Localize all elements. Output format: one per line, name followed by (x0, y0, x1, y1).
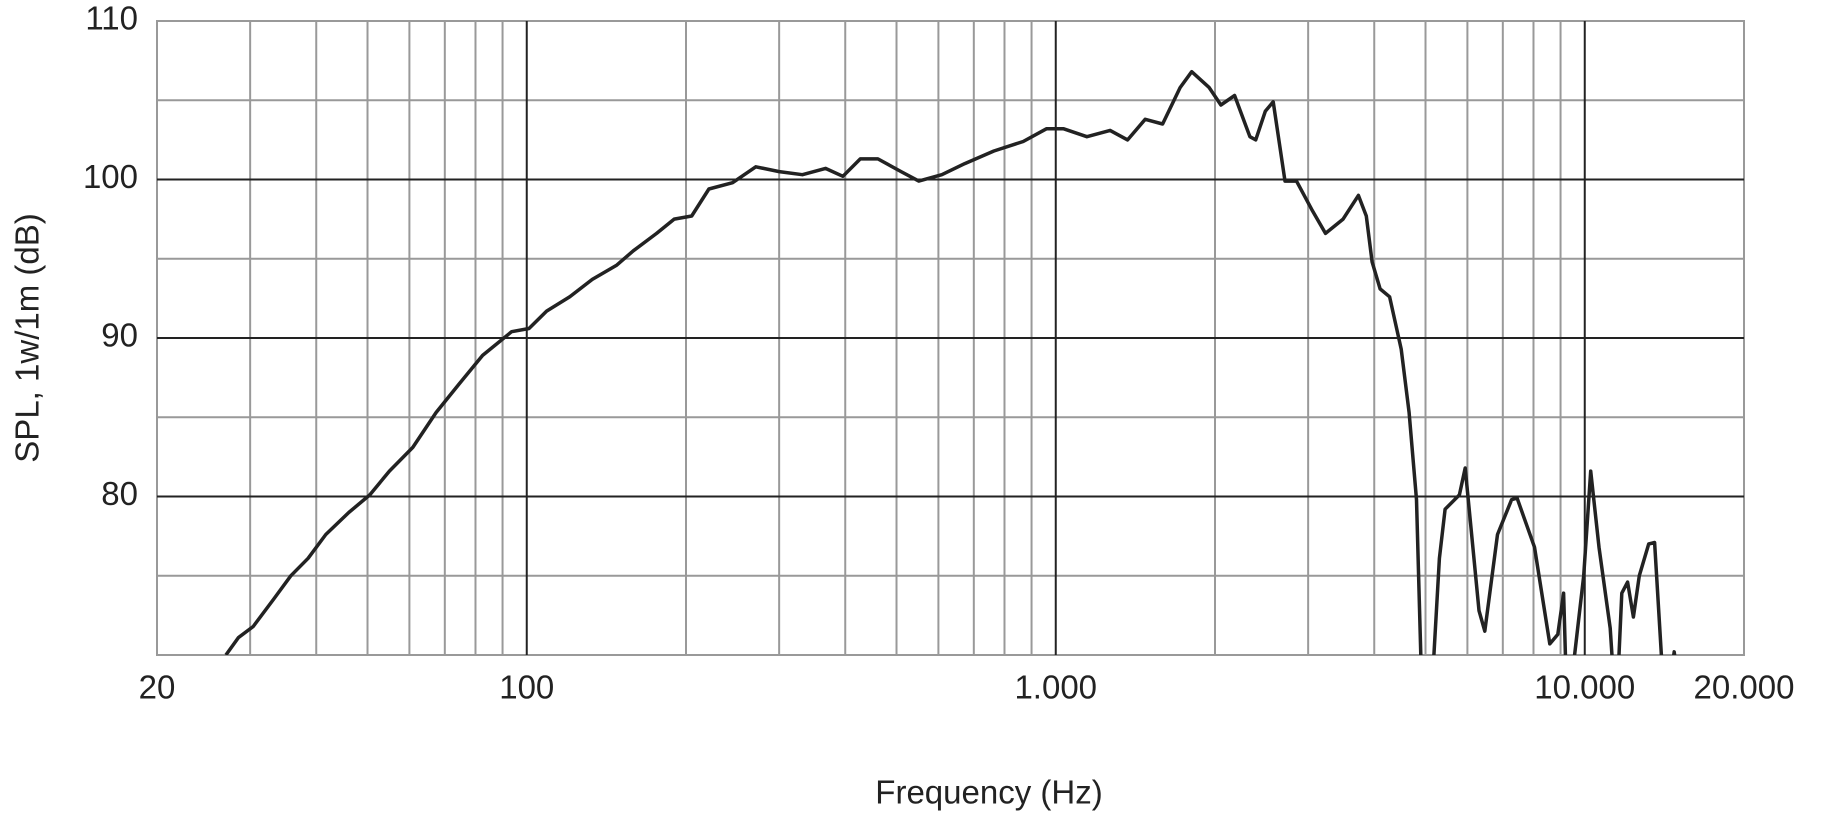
y-tick-label: 100 (83, 158, 138, 195)
y-axis-title: SPL, 1w/1m (dB) (9, 213, 46, 462)
x-tick-label: 10.000 (1534, 669, 1635, 706)
y-tick-label: 110 (85, 0, 138, 37)
y-tick-label: 90 (101, 317, 138, 354)
x-tick-label: 100 (499, 669, 554, 706)
x-axis-title: Frequency (Hz) (875, 774, 1102, 811)
x-tick-label: 20.000 (1694, 669, 1795, 706)
x-tick-label: 1.000 (1014, 669, 1097, 706)
y-tick-label: 80 (101, 475, 138, 512)
line (224, 69, 1677, 655)
x-tick-label: 20 (139, 669, 176, 706)
